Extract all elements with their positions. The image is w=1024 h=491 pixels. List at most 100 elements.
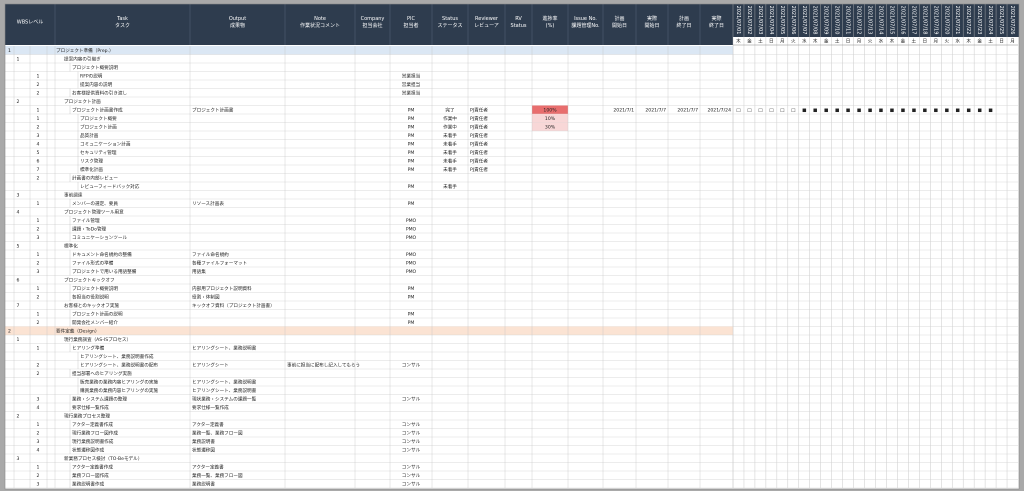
- wbs-number: 2: [17, 99, 20, 105]
- header-label: 担当者: [403, 22, 418, 29]
- actual-start-text: 2021/7/7: [645, 107, 666, 113]
- header-label: 終了日: [676, 22, 691, 29]
- header-label: WBSレベル: [17, 20, 43, 26]
- wbs-number: 4: [37, 141, 40, 147]
- date-label: 2021/07/03: [757, 6, 763, 35]
- gantt-mark: ■: [857, 108, 861, 113]
- task-text: 提案内容の引継ぎ: [64, 55, 101, 62]
- output-text: 状態遷移図: [192, 446, 215, 453]
- actual-end-text: 2021/7/24: [707, 107, 731, 113]
- wbs-number: 1: [37, 464, 40, 470]
- reviewer-text: PJ責任者: [470, 123, 488, 130]
- task-text: プロジェクト計画: [80, 123, 117, 130]
- gantt-mark: ■: [879, 108, 883, 113]
- task-text: 提案内容の説明: [80, 81, 113, 88]
- header-label: Company: [361, 16, 385, 22]
- date-label: 2021/07/22: [965, 6, 971, 35]
- output-text: プロジェクト計画書: [192, 106, 234, 113]
- task-text: プロジェクト計画の説明: [72, 310, 123, 317]
- wbs-number: 1: [37, 286, 40, 292]
- pic-text: コンサル: [402, 422, 421, 428]
- date-label: 2021/07/07: [801, 6, 807, 35]
- reviewer-text: PJ責任者: [470, 132, 488, 139]
- weekday-label: 日: [923, 39, 928, 45]
- header-label: 担当会社: [362, 22, 382, 29]
- weekday-label: 水: [879, 38, 884, 45]
- task-text: 標準化: [64, 242, 78, 249]
- wbs-number: 2: [37, 371, 40, 377]
- wbs-number: 1: [37, 252, 40, 258]
- wbs-number: 2: [37, 320, 40, 326]
- gantt-mark: ■: [835, 108, 839, 113]
- wbs-number: 2: [37, 226, 40, 232]
- reviewer-text: PJ責任者: [470, 106, 488, 113]
- reviewer-text: PJ責任者: [470, 157, 488, 164]
- progress-text: 100%: [543, 107, 557, 113]
- wbs-number: 4: [37, 405, 40, 411]
- header-label: 計画: [614, 15, 624, 22]
- sheet-border: [4, 3, 1020, 490]
- task-text: プロジェクトキックオフ: [64, 277, 115, 283]
- wbs-number: 2: [37, 362, 40, 368]
- date-label: 2021/07/12: [856, 6, 862, 35]
- output-text: ヒアリングシート、業務説明書: [192, 344, 257, 351]
- task-text: リスク管理: [80, 157, 103, 164]
- task-text: 現行業務説明書作成: [72, 438, 114, 445]
- gantt-mark: ■: [934, 108, 938, 113]
- task-text: アクター定義書作成: [72, 421, 113, 428]
- plan-start-text: 2021/7/1: [613, 107, 634, 113]
- pic-text: PM: [408, 124, 415, 130]
- date-header-band: [733, 4, 1019, 37]
- wbs-number: 7: [37, 167, 40, 173]
- header-label: 進捗率: [542, 15, 557, 22]
- output-text: アクター定義書: [192, 463, 224, 470]
- wbs-number: 1: [37, 218, 40, 224]
- output-text: キックオフ資料（プロジェクト計画書）: [192, 302, 275, 309]
- date-label: 2021/07/08: [812, 6, 818, 35]
- header-label: Status: [442, 16, 458, 22]
- gantt-mark: ■: [977, 108, 981, 113]
- pic-text: PMO: [406, 226, 417, 232]
- plan-end-text: 2021/7/7: [677, 107, 698, 113]
- date-label: 2021/07/15: [888, 6, 894, 35]
- weekday-label: 金: [901, 38, 906, 45]
- gantt-mark: □: [791, 108, 795, 113]
- output-text: 内部用プロジェクト説明資料: [192, 285, 252, 292]
- wbs-number: 7: [17, 303, 20, 309]
- task-text: プロジェクト準備（Prep.）: [56, 47, 114, 54]
- progress-text: 10%: [545, 116, 556, 122]
- output-text: 業務説明書: [192, 480, 215, 487]
- wbs-number: 6: [37, 158, 40, 164]
- task-text: ヒアリング準備: [72, 344, 105, 351]
- pic-text: PMO: [406, 235, 417, 241]
- pic-text: PM: [408, 294, 415, 300]
- task-text: レビューフィードバック対応: [80, 183, 140, 190]
- wbs-number: 3: [37, 396, 40, 402]
- wbs-number: 6: [17, 277, 20, 283]
- task-text: プロジェクト概要: [80, 115, 117, 122]
- pic-text: PM: [408, 158, 415, 164]
- wbs-number: 2: [37, 294, 40, 300]
- task-text: 要件定義（Design）: [56, 327, 99, 334]
- pic-text: PM: [408, 286, 415, 292]
- gantt-mark: □: [736, 108, 740, 113]
- date-label: 2021/07/13: [867, 6, 873, 35]
- task-text: 業務・システム課題の整理: [72, 395, 127, 402]
- pic-text: PM: [408, 320, 415, 326]
- pic-text: 営業担当: [402, 89, 421, 96]
- task-text: 購買業務の業務内容ヒアリングの実施: [80, 387, 159, 394]
- task-text: 開発会社メンバー紹介: [72, 319, 118, 326]
- task-text: コミュニケーションツール: [72, 234, 127, 241]
- pic-text: コンサル: [402, 447, 421, 453]
- date-label: 2021/07/01: [735, 6, 741, 35]
- weekday-label: 土: [912, 38, 917, 45]
- weekday-label: 土: [988, 38, 993, 45]
- reviewer-text: PJ責任者: [470, 140, 488, 147]
- gantt-mark: □: [747, 108, 751, 113]
- reviewer-text: PJ責任者: [470, 166, 488, 173]
- output-text: 要求仕様一覧作成: [192, 404, 229, 411]
- date-label: 2021/07/19: [932, 6, 938, 35]
- wbs-number: 2: [37, 82, 40, 88]
